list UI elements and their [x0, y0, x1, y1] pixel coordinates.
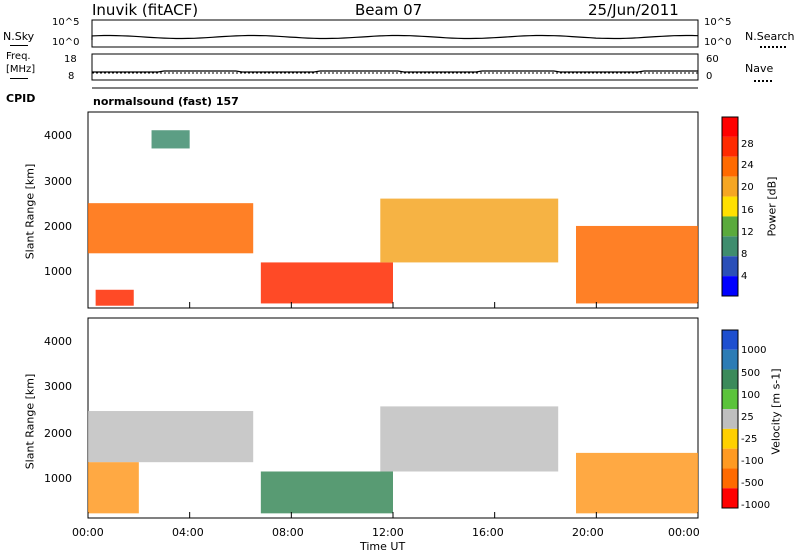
nave-legend-line [754, 80, 772, 82]
power-colorbar-band-7 [722, 256, 738, 277]
nave-tick-low: 0 [706, 71, 713, 82]
freq-trace [92, 70, 698, 73]
power-region-4 [380, 198, 559, 263]
power-cb-tick-8: 8 [741, 249, 748, 260]
freq-tick-low: 8 [68, 71, 75, 82]
velocity-ytick-1000: 1000 [44, 472, 72, 485]
velocity-region-2 [260, 471, 393, 514]
power-cb-tick-28: 28 [741, 139, 754, 150]
velocity-colorbar-band-6 [722, 448, 738, 469]
freq-tick-high: 18 [64, 54, 77, 65]
power-colorbar-band-2 [722, 156, 738, 177]
nave-label: Nave [745, 62, 774, 75]
xtick-0400: 04:00 [172, 526, 204, 539]
xtick-1600: 16:00 [472, 526, 504, 539]
nsky-trace [91, 34, 699, 40]
time-xlabel: Time UT [360, 540, 406, 553]
nsky-label: N.Sky [3, 30, 35, 43]
power-colorbar-band-5 [722, 216, 738, 237]
velocity-ytick-3000: 3000 [44, 380, 72, 393]
power-ytick-2000: 2000 [44, 220, 72, 233]
freq-label: Freq. [6, 51, 31, 62]
nsearch-label: N.Search [745, 30, 795, 43]
vel-cb-tick-m100: -100 [741, 456, 764, 467]
power-colorbar-band-4 [722, 196, 738, 217]
power-cb-tick-16: 16 [741, 205, 754, 216]
power-ytick-1000: 1000 [44, 265, 72, 278]
power-cb-tick-12: 12 [741, 227, 754, 238]
velocity-colorbar-band-7 [722, 468, 738, 489]
power-ytick-3000: 3000 [44, 175, 72, 188]
velocity-region-4 [576, 452, 698, 514]
station-title: Inuvik (fitACF) [92, 1, 199, 19]
nsky-panel-frame [91, 19, 699, 48]
nsearch-legend-line [760, 46, 786, 48]
velocity-colorbar-band-3 [722, 389, 738, 410]
power-colorbar-band-0 [722, 117, 738, 137]
xtick-0800: 08:00 [272, 526, 304, 539]
velocity-colorbar-frame [721, 329, 739, 509]
xtick-1200: 12:00 [372, 526, 404, 539]
nsky-tick-low: 10^0 [52, 37, 80, 48]
velocity-colorbar-band-2 [722, 369, 738, 390]
power-cb-tick-20: 20 [741, 182, 754, 193]
power-colorbar-band-8 [722, 276, 738, 296]
vel-cb-tick-m25: -25 [741, 434, 758, 445]
velocity-region-3 [380, 406, 559, 472]
power-colorbar-band-1 [722, 136, 738, 157]
power-ytick-4000: 4000 [44, 129, 72, 142]
nsearch-tick-high: 10^5 [704, 17, 732, 28]
vel-cb-tick-500: 500 [741, 368, 761, 379]
vel-cb-tick-100: 100 [741, 390, 761, 401]
velocity-colorbar-band-0 [722, 330, 738, 350]
velocity-ytick-4000: 4000 [44, 335, 72, 348]
velocity-colorbar-band-1 [722, 349, 738, 370]
velocity-colorbar-band-5 [722, 428, 738, 449]
velocity-ytick-2000: 2000 [44, 427, 72, 440]
power-colorbar-band-3 [722, 176, 738, 197]
power-colorbar-frame [721, 116, 739, 297]
freq-legend-line [10, 78, 28, 79]
power-region-5 [576, 225, 698, 304]
vel-cb-tick-m1000: -1000 [741, 500, 771, 511]
nsky-tick-high: 10^5 [52, 17, 80, 28]
xtick-2400: 00:00 [668, 526, 700, 539]
vel-cb-tick-m500: -500 [741, 478, 764, 489]
xtick-0000: 00:00 [72, 526, 104, 539]
power-colorbar-band-6 [722, 236, 738, 257]
power-region-0 [88, 203, 254, 254]
cpid-value: normalsound (fast) 157 [93, 95, 239, 108]
velocity-region-0 [88, 411, 254, 463]
beam-title: Beam 07 [355, 1, 423, 19]
power-cb-tick-4: 4 [741, 271, 748, 282]
power-region-2 [151, 130, 190, 149]
nsearch-tick-low: 10^0 [704, 37, 732, 48]
date-title: 25/Jun/2011 [588, 1, 679, 19]
cpid-label: CPID [6, 92, 36, 105]
vel-cb-tick-1000: 1000 [741, 345, 767, 356]
power-region-3 [260, 262, 393, 304]
vel-cb-tick-25: 25 [741, 412, 754, 423]
nsky-legend-line [10, 45, 28, 46]
velocity-region-1 [88, 462, 139, 514]
velocity-colorbar-band-4 [722, 409, 738, 429]
velocity-colorbar-band-8 [722, 488, 738, 508]
power-region-1 [95, 289, 134, 306]
freq-panel-frame [91, 53, 699, 81]
freq-unit-label: [MHz] [6, 64, 36, 75]
power-cb-tick-24: 24 [741, 160, 754, 171]
xtick-2000: 20:00 [572, 526, 604, 539]
nave-tick-high: 60 [706, 54, 719, 65]
